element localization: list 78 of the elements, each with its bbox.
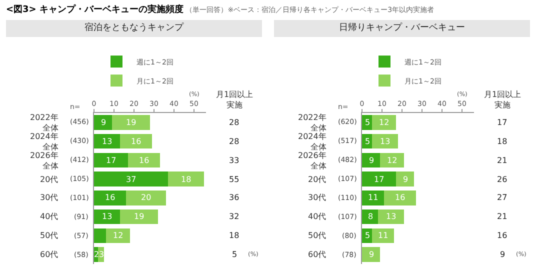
chart-title: 宿泊をともなうキャンプ bbox=[6, 20, 262, 37]
data-label: 13 bbox=[102, 212, 112, 221]
data-label: 12 bbox=[113, 231, 124, 240]
bar bbox=[362, 190, 384, 206]
data-label: 13 bbox=[380, 137, 390, 146]
data-label: 20 bbox=[141, 193, 152, 202]
data-label: 9 bbox=[403, 175, 408, 184]
bar bbox=[126, 190, 166, 206]
data-label: 19 bbox=[126, 118, 136, 127]
bar bbox=[94, 190, 126, 206]
data-label: 5 bbox=[365, 118, 370, 127]
data-label: 37 bbox=[126, 175, 136, 184]
bar bbox=[128, 152, 160, 168]
data-label: 16 bbox=[105, 193, 116, 202]
data-label: 16 bbox=[139, 156, 150, 165]
text: 36 bbox=[229, 193, 240, 202]
bar bbox=[372, 115, 396, 130]
text: 21 bbox=[497, 212, 508, 221]
data-label: 11 bbox=[378, 231, 388, 240]
data-label: 8 bbox=[368, 212, 374, 221]
text: 55 bbox=[229, 175, 240, 184]
bar bbox=[112, 115, 150, 130]
bar bbox=[362, 209, 378, 224]
text: 月1回以上実施 bbox=[484, 90, 522, 110]
data-label: 19 bbox=[134, 212, 144, 221]
data-label: 2 bbox=[94, 250, 100, 259]
data-label: 16 bbox=[131, 137, 142, 146]
text: 18 bbox=[229, 231, 240, 240]
bar bbox=[94, 228, 106, 244]
text: 21 bbox=[497, 156, 508, 165]
chart-title: 日帰りキャンプ・バーベキュー bbox=[274, 20, 530, 37]
text: 月1回以上実施 bbox=[216, 90, 254, 110]
bar bbox=[362, 152, 380, 168]
bar bbox=[94, 172, 168, 186]
data-label: 5 bbox=[365, 231, 370, 240]
text: 5 bbox=[232, 250, 238, 259]
data-label: 11 bbox=[368, 193, 378, 202]
bar bbox=[94, 209, 120, 224]
text: 16 bbox=[497, 231, 508, 240]
bar bbox=[94, 115, 112, 130]
data-label: 17 bbox=[106, 156, 116, 165]
bar bbox=[372, 228, 394, 244]
bar bbox=[378, 209, 404, 224]
bar bbox=[120, 209, 158, 224]
data-label: 5 bbox=[365, 137, 370, 146]
bar bbox=[384, 190, 416, 206]
text: 32 bbox=[229, 212, 240, 221]
data-label: 13 bbox=[102, 137, 112, 146]
bar bbox=[362, 247, 380, 262]
data-label: 18 bbox=[181, 175, 192, 184]
data-label: 16 bbox=[395, 193, 406, 202]
text: 9 bbox=[500, 250, 506, 259]
bar bbox=[380, 152, 404, 168]
data-label: 17 bbox=[374, 175, 384, 184]
bar bbox=[94, 134, 120, 149]
bar bbox=[106, 228, 130, 244]
data-label: 3 bbox=[99, 250, 104, 259]
text: 28 bbox=[229, 118, 240, 127]
text: 28 bbox=[229, 137, 240, 146]
bar bbox=[362, 172, 396, 186]
data-label: 9 bbox=[369, 250, 374, 259]
data-label: 13 bbox=[386, 212, 396, 221]
data-label: 12 bbox=[387, 156, 398, 165]
text: 27 bbox=[497, 193, 508, 202]
data-label: 12 bbox=[379, 118, 390, 127]
text: 17 bbox=[497, 118, 508, 127]
text: 18 bbox=[497, 137, 508, 146]
bar bbox=[396, 172, 414, 186]
text: <図3> キャンプ・バーベキューの実施頻度 bbox=[6, 5, 184, 15]
data-label: 9 bbox=[369, 156, 374, 165]
text: 26 bbox=[497, 175, 508, 184]
bar bbox=[362, 115, 372, 130]
data-label: 9 bbox=[101, 118, 106, 127]
bar bbox=[120, 134, 152, 149]
bar bbox=[372, 134, 398, 149]
bar bbox=[94, 152, 128, 168]
text: 33 bbox=[229, 156, 240, 165]
bar bbox=[168, 172, 204, 186]
